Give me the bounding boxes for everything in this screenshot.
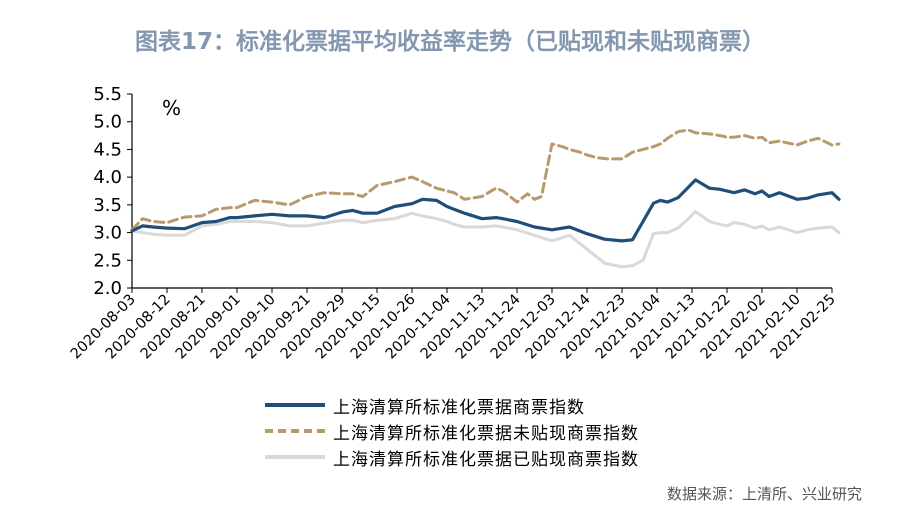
- y-tick-label: 3.5: [93, 195, 122, 216]
- y-axis: 2.0 2.5 3.0 3.5 4.0 4.5 5.0 5.5: [93, 84, 133, 299]
- legend-item-undiscounted: 上海清算所标准化票据未贴现商票指数: [265, 418, 639, 444]
- y-tick-label: 4.5: [93, 139, 122, 160]
- legend-swatch-solid-light: [265, 455, 325, 459]
- chart-title: 图表17：标准化票据平均收益率走势（已贴现和未贴现商票）: [134, 29, 765, 55]
- legend-swatch-solid-dark: [265, 403, 325, 407]
- legend: 上海清算所标准化票据商票指数 上海清算所标准化票据未贴现商票指数 上海清算所标准…: [265, 392, 639, 470]
- unit-label: %: [162, 96, 181, 120]
- y-tick-label: 2.0: [93, 278, 122, 299]
- series-line-solid-dark: [130, 178, 841, 243]
- legend-swatch-dashed-tan: [265, 429, 325, 433]
- series-layer: [130, 128, 841, 269]
- series-line-dashed-tan: [130, 128, 841, 232]
- legend-item-commercial: 上海清算所标准化票据商票指数: [265, 392, 639, 418]
- y-tick-label: 3.0: [93, 223, 122, 244]
- y-tick-label: 5.5: [93, 84, 122, 105]
- series-line-solid-light: [130, 210, 841, 269]
- x-axis: 2020-08-032020-08-122020-08-212020-09-01…: [68, 287, 839, 362]
- y-tick-label: 2.5: [93, 250, 122, 271]
- y-tick-label: 5.0: [93, 112, 122, 133]
- y-tick-label: 4.0: [93, 167, 122, 188]
- legend-label: 上海清算所标准化票据商票指数: [333, 397, 585, 418]
- legend-item-discounted: 上海清算所标准化票据已贴现商票指数: [265, 444, 639, 470]
- legend-label: 上海清算所标准化票据未贴现商票指数: [333, 423, 639, 444]
- legend-label: 上海清算所标准化票据已贴现商票指数: [333, 449, 639, 470]
- source-note: 数据来源：上清所、兴业研究: [666, 485, 862, 503]
